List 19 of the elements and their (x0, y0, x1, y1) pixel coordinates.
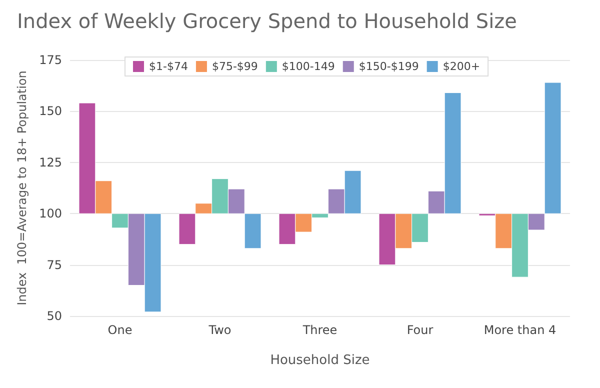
y-tick-label: 175 (39, 53, 62, 67)
y-tick-label: 50 (46, 309, 62, 323)
x-axis-title: Household Size (270, 353, 370, 368)
x-tick-label: Four (406, 323, 434, 337)
legend-label: $200+ (442, 60, 480, 73)
x-tick-label: Three (302, 323, 338, 337)
legend-label: $1-$74 (149, 60, 188, 73)
y-tick-label: 150 (39, 104, 62, 118)
x-tick-label: Two (208, 323, 232, 337)
x-tick-label: One (108, 323, 132, 337)
y-tick-label: 100 (39, 206, 62, 221)
y-axis-title: Index 100=Average to 18+ Population (15, 70, 29, 306)
x-tick-label: More than 4 (484, 323, 556, 337)
legend-label: $100-149 (282, 60, 335, 73)
y-tick-label: 75 (46, 258, 62, 272)
legend-label: $75-$99 (212, 60, 258, 73)
chart-title: Index of Weekly Grocery Spend to Household Size (17, 9, 517, 33)
legend-label: $150-$199 (358, 60, 419, 73)
y-tick-label: 125 (39, 155, 62, 170)
